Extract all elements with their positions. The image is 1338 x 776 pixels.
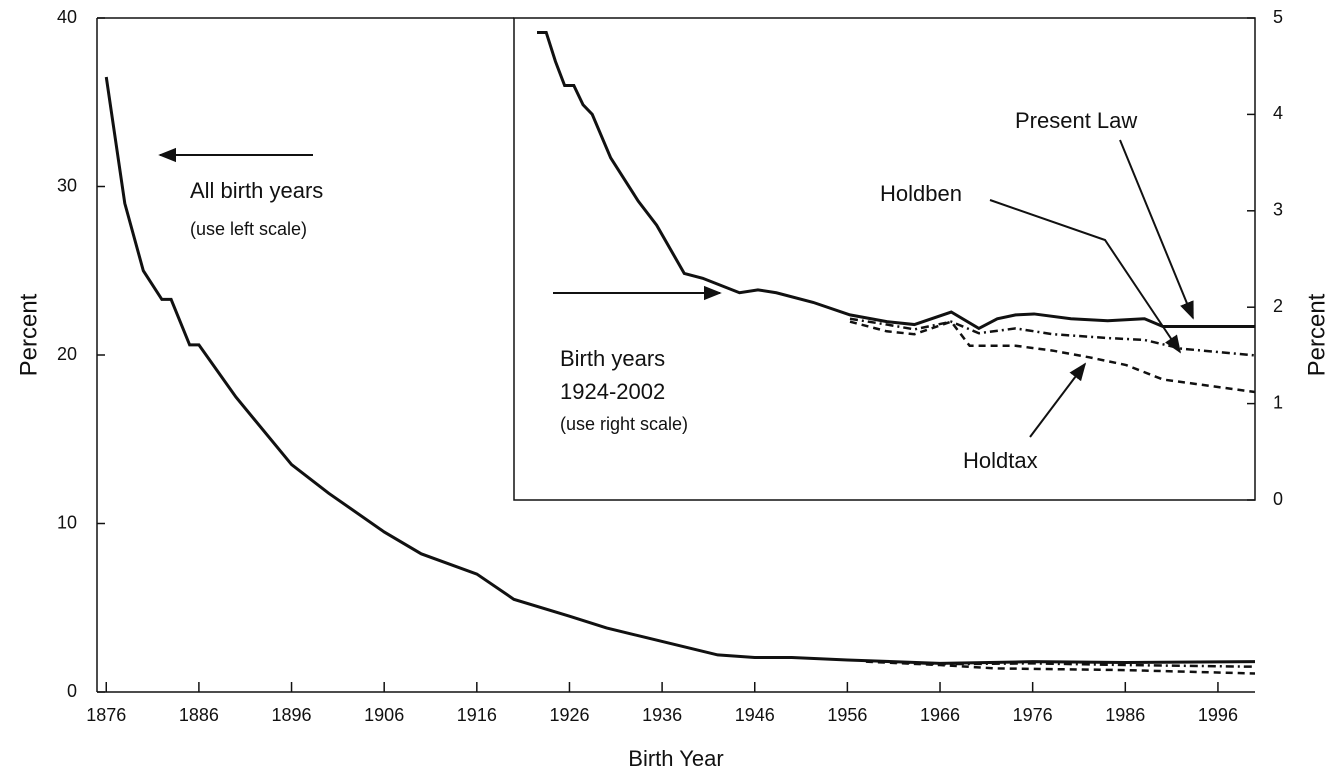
y2-tick-label: 2	[1273, 296, 1283, 316]
y2-tick-label: 5	[1273, 7, 1283, 27]
y2-axis-label: Percent	[1303, 293, 1330, 376]
y2-tick-label: 0	[1273, 489, 1283, 509]
y-tick-label: 30	[57, 175, 77, 195]
series-line	[537, 30, 1255, 331]
x-tick-label: 1906	[364, 705, 404, 725]
x-tick-label: 1996	[1198, 705, 1238, 725]
x-tick-label: 1936	[642, 705, 682, 725]
x-tick-label: 1966	[920, 705, 960, 725]
series-label: Holdben	[880, 181, 962, 206]
y2-tick-label: 1	[1273, 392, 1283, 412]
y-axis-label: Percent	[15, 293, 42, 376]
series-label: Holdtax	[963, 448, 1038, 473]
y-tick-label: 20	[57, 344, 77, 364]
y2-tick-label: 4	[1273, 103, 1283, 123]
y-tick-label: 10	[57, 512, 77, 532]
x-tick-label: 1926	[549, 705, 589, 725]
x-tick-label: 1976	[1013, 705, 1053, 725]
annotation: Birth years	[560, 346, 665, 371]
x-axis-label: Birth Year	[628, 746, 723, 771]
series-line	[849, 320, 1256, 394]
series-line	[849, 317, 1256, 357]
x-tick-label: 1946	[735, 705, 775, 725]
x-tick-label: 1876	[86, 705, 126, 725]
series-line	[104, 76, 1256, 665]
arrows	[158, 139, 1194, 438]
y-tick-label: 40	[57, 7, 77, 27]
x-tick-label: 1896	[272, 705, 312, 725]
x-tick-label: 1886	[179, 705, 219, 725]
x-tick-label: 1916	[457, 705, 497, 725]
annotation: (use left scale)	[190, 219, 307, 239]
y-tick-label: 0	[67, 681, 77, 701]
series-line	[865, 660, 1256, 675]
series-label: Present Law	[1015, 108, 1137, 133]
x-tick-label: 1956	[827, 705, 867, 725]
y2-tick-label: 3	[1273, 200, 1283, 220]
annotation: 1924-2002	[560, 379, 665, 404]
annotation: (use right scale)	[560, 414, 688, 434]
x-tick-label: 1986	[1105, 705, 1145, 725]
annotation: All birth years	[190, 178, 323, 203]
